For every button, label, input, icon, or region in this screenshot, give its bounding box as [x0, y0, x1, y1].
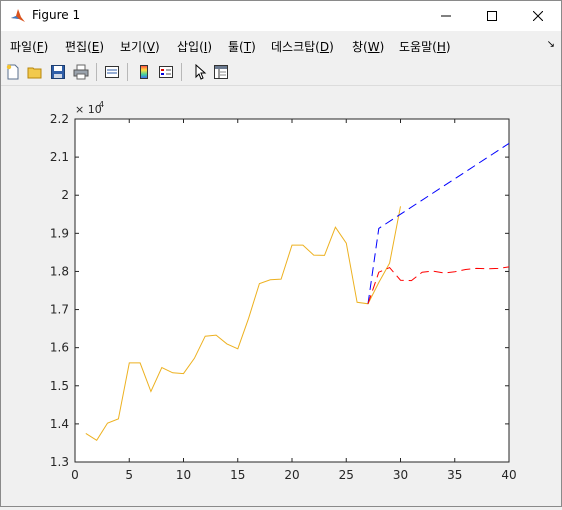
series-forecast-blue-line[interactable] — [367, 142, 510, 304]
insert-colorbar-button[interactable] — [134, 62, 154, 82]
y-tick-label: 1.9 — [50, 226, 69, 240]
insert-legend-icon — [159, 66, 173, 78]
y-tick-label: 1.8 — [50, 264, 69, 278]
property-inspector-button[interactable] — [211, 62, 231, 82]
menu-bar: 파일(F) 편집(E) 보기(V) 삽입(I) 툴(T) 데스크탑(D) 창(W… — [1, 32, 561, 58]
x-axis: 0 5 10 15 20 25 30 35 40 — [71, 119, 517, 482]
toolbar-separator — [127, 63, 128, 81]
insert-colorbar-icon — [140, 65, 148, 79]
property-inspector-icon — [214, 65, 228, 79]
menu-edit[interactable]: 편집(E) — [65, 40, 105, 54]
menu-insert[interactable]: 삽입(I) — [177, 40, 212, 54]
x-tick-label: 10 — [176, 468, 191, 482]
figure-toolbar — [1, 59, 561, 86]
save-button[interactable] — [48, 62, 68, 82]
toolbar-separator — [96, 63, 97, 81]
y-exponent-label: × 10 — [75, 103, 102, 116]
maximize-button[interactable] — [469, 1, 515, 31]
open-file-icon — [27, 67, 42, 79]
x-tick-label: 30 — [393, 468, 408, 482]
y-tick-label: 2.2 — [50, 112, 69, 126]
matlab-logo-icon — [11, 9, 25, 22]
line-chart: 0 5 10 15 20 25 30 35 40 1.3 1.4 1.5 1.6 1.7 1.8 1.9 2 2… — [50, 100, 517, 482]
y-tick-label: 1.7 — [50, 303, 69, 317]
y-tick-label: 1.6 — [50, 341, 69, 355]
menu-desktop[interactable]: 데스크탑(D) — [271, 40, 334, 54]
menu-tools[interactable]: 툴(T) — [228, 40, 256, 54]
link-plot-icon — [105, 66, 119, 78]
dock-figure-icon[interactable]: ↘ — [546, 39, 555, 50]
minimize-button[interactable] — [423, 1, 469, 31]
x-tick-label: 40 — [501, 468, 516, 482]
y-tick-label: 1.3 — [50, 455, 69, 469]
print-icon — [73, 64, 89, 80]
y-tick-label: 1.5 — [50, 379, 69, 393]
series-actual-line[interactable] — [85, 206, 401, 441]
axes-plot-area[interactable] — [74, 118, 510, 463]
x-tick-label: 35 — [447, 468, 462, 482]
figure-canvas: 0 5 10 15 20 25 30 35 40 1.3 1.4 1.5 1.6 1.7 1.8 1.9 2 2… — [1, 87, 561, 506]
x-tick-label: 20 — [284, 468, 299, 482]
series-forecast-red-line[interactable] — [367, 266, 510, 304]
save-icon — [51, 65, 65, 79]
y-tick-label: 2 — [61, 188, 69, 202]
y-tick-label: 2.1 — [50, 150, 69, 164]
y-tick-label: 1.4 — [50, 417, 69, 431]
y-exponent-power: 4 — [99, 100, 104, 109]
series-group — [85, 142, 510, 441]
x-tick-label: 0 — [71, 468, 79, 482]
menu-view[interactable]: 보기(V) — [120, 40, 160, 54]
insert-legend-button[interactable] — [156, 62, 176, 82]
x-tick-label: 5 — [125, 468, 133, 482]
open-file-button[interactable] — [25, 62, 45, 82]
window-title: Figure 1 — [32, 8, 81, 22]
menu-file[interactable]: 파일(F) — [10, 40, 49, 54]
minimize-icon — [441, 15, 451, 17]
toolbar-separator — [181, 63, 182, 81]
new-figure-button[interactable] — [3, 62, 23, 82]
close-button[interactable] — [515, 1, 561, 31]
menu-window[interactable]: 창(W) — [352, 40, 385, 54]
menu-help[interactable]: 도움말(H) — [399, 40, 451, 54]
new-figure-icon — [6, 64, 19, 80]
close-icon — [533, 11, 543, 21]
print-button[interactable] — [71, 62, 91, 82]
maximize-icon — [487, 11, 497, 21]
y-axis: 1.3 1.4 1.5 1.6 1.7 1.8 1.9 2 2.1 2.2 — [50, 112, 509, 469]
select-pointer-icon — [195, 64, 207, 80]
select-pointer-button[interactable] — [189, 62, 209, 82]
link-plot-button[interactable] — [102, 62, 122, 82]
x-tick-label: 15 — [230, 468, 245, 482]
title-bar[interactable]: Figure 1 — [1, 1, 561, 31]
x-tick-label: 25 — [339, 468, 354, 482]
